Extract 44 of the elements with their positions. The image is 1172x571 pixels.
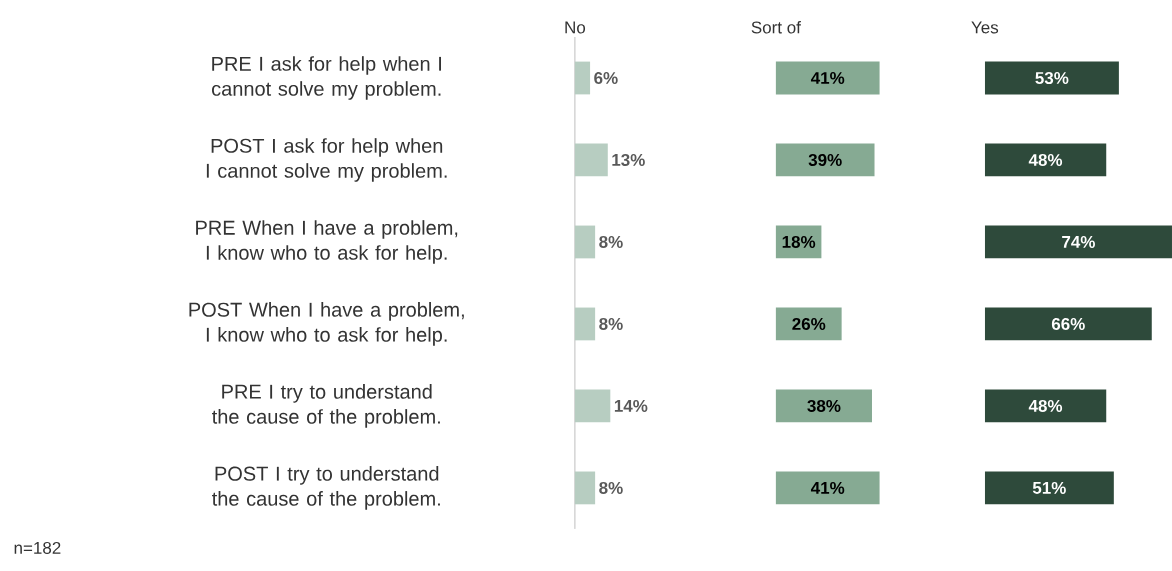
y-tick-label: POST When I have a problem, I know who to ask for help. xyxy=(189,302,464,346)
chart-title: No xyxy=(565,21,586,34)
data-label: 51% xyxy=(1032,481,1066,494)
data-label: 14% xyxy=(614,400,648,412)
data-label: 6% xyxy=(594,72,618,85)
data-label: 39% xyxy=(808,153,842,167)
bar xyxy=(984,471,1114,505)
y-tick-label: PRE When I have a problem, I know who to ask for help. xyxy=(196,220,458,264)
data-label: 8% xyxy=(599,317,623,331)
bar xyxy=(984,389,1107,423)
data-label: 48% xyxy=(1028,399,1063,412)
bar xyxy=(775,61,880,95)
data-label: 26% xyxy=(792,317,826,331)
data-label: 74% xyxy=(1062,236,1095,248)
bar xyxy=(574,225,596,259)
data-label: 41% xyxy=(810,72,845,85)
bar xyxy=(775,389,872,423)
data-label: 8% xyxy=(599,481,623,494)
bar xyxy=(574,61,591,95)
data-label: 41% xyxy=(810,481,845,494)
chart-title: Sort of xyxy=(751,21,801,34)
bar xyxy=(775,471,880,505)
data-label: 48% xyxy=(1028,154,1063,167)
data-label: 53% xyxy=(1035,72,1069,85)
y-tick-label: PRE I try to understand the cause of the problem. xyxy=(212,384,440,428)
bar xyxy=(775,143,875,177)
bar xyxy=(574,307,596,341)
data-label: 38% xyxy=(807,399,841,413)
chart-title: Yes xyxy=(971,21,999,34)
bar xyxy=(984,307,1152,341)
data-label: 66% xyxy=(1051,317,1085,331)
bar xyxy=(574,143,608,177)
data-label: 18% xyxy=(782,235,816,249)
y-tick-label: POST I try to understand the cause of the problem. xyxy=(212,466,440,510)
y-tick-label: POST I ask for help when I cannot solve my problem. xyxy=(206,138,447,182)
bar xyxy=(984,61,1119,95)
bar xyxy=(984,143,1107,177)
y-tick-label: PRE I ask for help when I cannot solve my problem. xyxy=(212,56,441,100)
data-label: 8% xyxy=(599,235,623,249)
bar xyxy=(984,225,1172,259)
text: n=182 xyxy=(14,541,61,554)
data-label: 13% xyxy=(612,153,645,167)
bar xyxy=(574,389,611,423)
bar xyxy=(574,471,596,505)
